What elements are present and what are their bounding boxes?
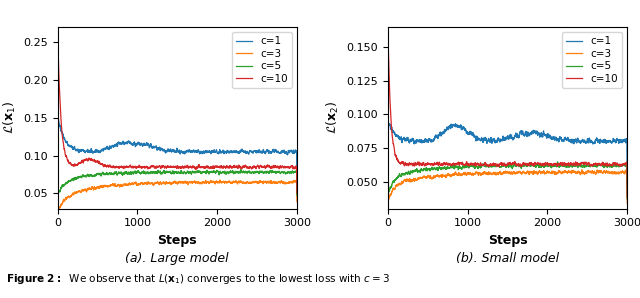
- c=10: [593, 163, 601, 166]
- c=5: [156, 170, 164, 174]
- X-axis label: Steps: Steps: [488, 234, 527, 247]
- c=1: [289, 151, 296, 154]
- c=10: [146, 166, 154, 170]
- c=3: [578, 168, 586, 172]
- c=10: [293, 191, 301, 195]
- c=10: [412, 162, 419, 165]
- c=10: [623, 195, 631, 199]
- Line: c=3: c=3: [388, 170, 627, 209]
- c=3: [476, 171, 484, 174]
- c=10: [156, 164, 164, 168]
- c=5: [81, 175, 89, 178]
- c=1: [623, 182, 631, 186]
- Text: (a). Large model: (a). Large model: [125, 252, 229, 265]
- c=1: [293, 182, 301, 186]
- c=5: [486, 164, 494, 168]
- c=3: [216, 178, 224, 182]
- Text: $\bf{Figure\ 2:}$  We observe that $L(\mathbf{x}_1)$ converges to the lowest los: $\bf{Figure\ 2:}$ We observe that $L(\ma…: [6, 272, 390, 286]
- c=5: [623, 197, 631, 201]
- c=5: [237, 168, 244, 171]
- c=3: [384, 207, 392, 211]
- c=3: [486, 171, 494, 175]
- c=5: [426, 167, 433, 171]
- c=5: [54, 202, 61, 205]
- c=1: [593, 136, 601, 140]
- Line: c=3: c=3: [58, 180, 297, 209]
- c=5: [293, 193, 301, 197]
- Legend: c=1, c=3, c=5, c=10: c=1, c=3, c=5, c=10: [562, 32, 622, 88]
- c=1: [156, 147, 164, 150]
- c=1: [95, 150, 103, 153]
- c=3: [54, 204, 61, 208]
- X-axis label: Steps: Steps: [157, 234, 197, 247]
- c=1: [81, 151, 89, 154]
- c=1: [146, 145, 154, 149]
- c=10: [262, 165, 270, 168]
- Y-axis label: $\mathcal{L}(\mathbf{x}_2)$: $\mathcal{L}(\mathbf{x}_2)$: [324, 101, 341, 134]
- c=3: [623, 201, 631, 205]
- c=3: [55, 208, 63, 211]
- c=3: [426, 176, 433, 179]
- c=1: [385, 122, 392, 125]
- c=3: [156, 181, 164, 184]
- Line: c=5: c=5: [58, 170, 297, 204]
- c=1: [54, 117, 62, 121]
- c=3: [619, 169, 627, 173]
- c=1: [486, 140, 494, 144]
- c=5: [476, 164, 484, 168]
- Line: c=5: c=5: [388, 162, 627, 207]
- c=5: [384, 205, 392, 208]
- Line: c=1: c=1: [388, 123, 627, 187]
- c=10: [81, 158, 89, 162]
- c=3: [146, 181, 154, 185]
- c=10: [486, 163, 494, 167]
- c=3: [81, 187, 89, 191]
- c=5: [289, 170, 296, 173]
- c=1: [262, 149, 270, 152]
- Text: (b). Small model: (b). Small model: [456, 252, 559, 265]
- c=1: [384, 185, 392, 189]
- c=1: [412, 139, 419, 143]
- c=3: [593, 169, 601, 172]
- c=5: [262, 170, 270, 174]
- c=10: [95, 160, 103, 163]
- Legend: c=1, c=3, c=5, c=10: c=1, c=3, c=5, c=10: [232, 32, 292, 88]
- c=5: [145, 171, 153, 174]
- c=5: [619, 163, 627, 167]
- c=3: [293, 200, 301, 204]
- Line: c=10: c=10: [58, 48, 297, 193]
- c=10: [289, 164, 296, 167]
- c=5: [412, 169, 419, 172]
- c=10: [476, 163, 484, 167]
- c=1: [619, 140, 627, 144]
- c=5: [95, 173, 103, 176]
- c=10: [54, 46, 62, 49]
- c=10: [384, 142, 392, 146]
- c=1: [476, 137, 484, 141]
- c=3: [263, 182, 271, 185]
- Y-axis label: $\mathcal{L}(\mathbf{x}_1)$: $\mathcal{L}(\mathbf{x}_1)$: [1, 101, 17, 134]
- Line: c=10: c=10: [388, 48, 627, 197]
- c=10: [426, 162, 433, 166]
- c=10: [385, 46, 392, 49]
- c=3: [95, 187, 103, 190]
- c=1: [54, 180, 61, 184]
- c=5: [554, 160, 561, 164]
- c=10: [54, 134, 61, 138]
- c=10: [619, 164, 627, 167]
- c=3: [289, 180, 296, 184]
- c=5: [593, 164, 601, 168]
- Line: c=1: c=1: [58, 119, 297, 184]
- c=1: [426, 138, 433, 142]
- c=3: [412, 177, 419, 180]
